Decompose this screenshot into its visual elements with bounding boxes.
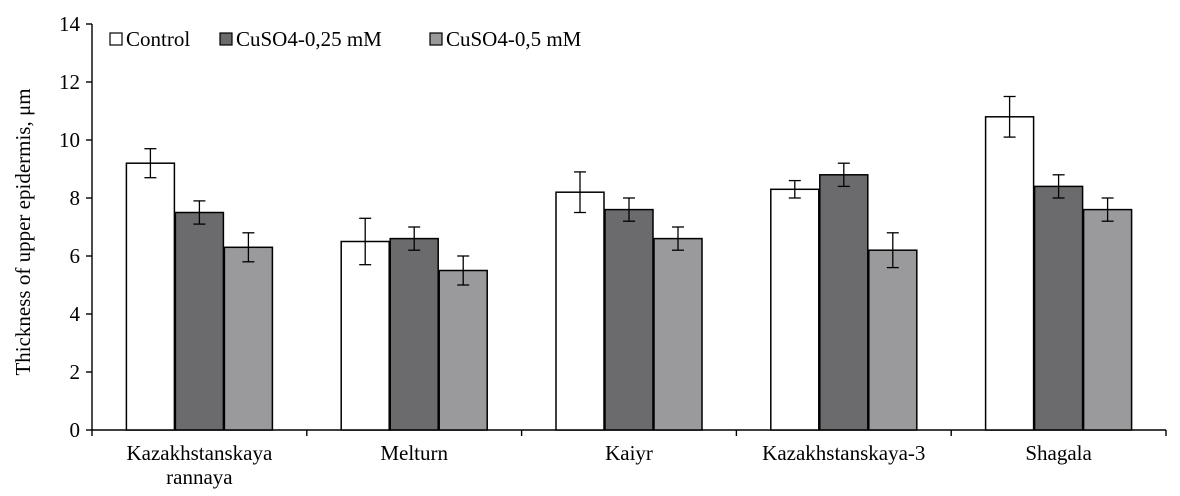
y-tick-label: 6 — [70, 244, 81, 268]
y-tick-label: 10 — [59, 128, 80, 152]
x-tick-label-line: rannaya — [166, 465, 233, 489]
bar — [868, 249, 918, 431]
y-tick-label: 8 — [70, 186, 81, 210]
bar — [174, 211, 225, 431]
y-tick-label: 2 — [70, 360, 81, 384]
bar — [340, 240, 390, 431]
bar — [1033, 185, 1084, 431]
x-tick-label: Kazakhstanskaya-3 — [762, 441, 925, 465]
bar — [653, 237, 703, 431]
legend-label: Control — [126, 27, 190, 51]
x-axis: Kazakhstanskaya rannaya Melturn Kaiyr Kazakh… — [91, 429, 1167, 489]
x-tick-label-line: Kaiyr — [605, 441, 653, 465]
y-tick-label: 12 — [59, 70, 80, 94]
x-tick-label-line: Kazakhstanskaya-3 — [762, 441, 925, 465]
bar — [770, 188, 820, 431]
bars — [125, 95, 1133, 431]
y-tick-label: 0 — [70, 418, 81, 442]
bar — [819, 174, 869, 431]
y-tick-label: 4 — [70, 302, 81, 326]
legend-swatch — [109, 32, 123, 46]
y-axis-label: Thickness of upper epidermis, μm — [11, 88, 35, 375]
legend: Control CuSO4-0,25 mM CuSO4-0,5 mM — [109, 27, 582, 51]
x-tick-label: Kazakhstanskaya rannaya — [127, 441, 273, 489]
legend-label: CuSO4-0,25 mM — [236, 27, 382, 51]
y-tick-label: 14 — [59, 12, 81, 36]
y-axis: 0 2 4 6 8 10 12 14 — [59, 12, 93, 442]
legend-swatch — [219, 32, 233, 46]
bar — [125, 162, 176, 431]
bar — [555, 191, 605, 431]
x-tick-label: Kaiyr — [605, 441, 653, 465]
bar — [604, 208, 654, 431]
bar — [438, 269, 488, 431]
x-tick-label-line: Melturn — [380, 441, 448, 465]
bar — [389, 237, 439, 431]
legend-swatch — [429, 32, 443, 46]
legend-label: CuSO4-0,5 mM — [446, 27, 582, 51]
bar — [984, 116, 1035, 431]
bar — [223, 246, 274, 431]
x-tick-label-line: Shagala — [1025, 441, 1092, 465]
x-tick-label-line: Kazakhstanskaya — [127, 441, 273, 465]
bar — [1082, 208, 1133, 431]
x-tick-label: Melturn — [380, 441, 448, 465]
x-tick-label: Shagala — [1025, 441, 1092, 465]
